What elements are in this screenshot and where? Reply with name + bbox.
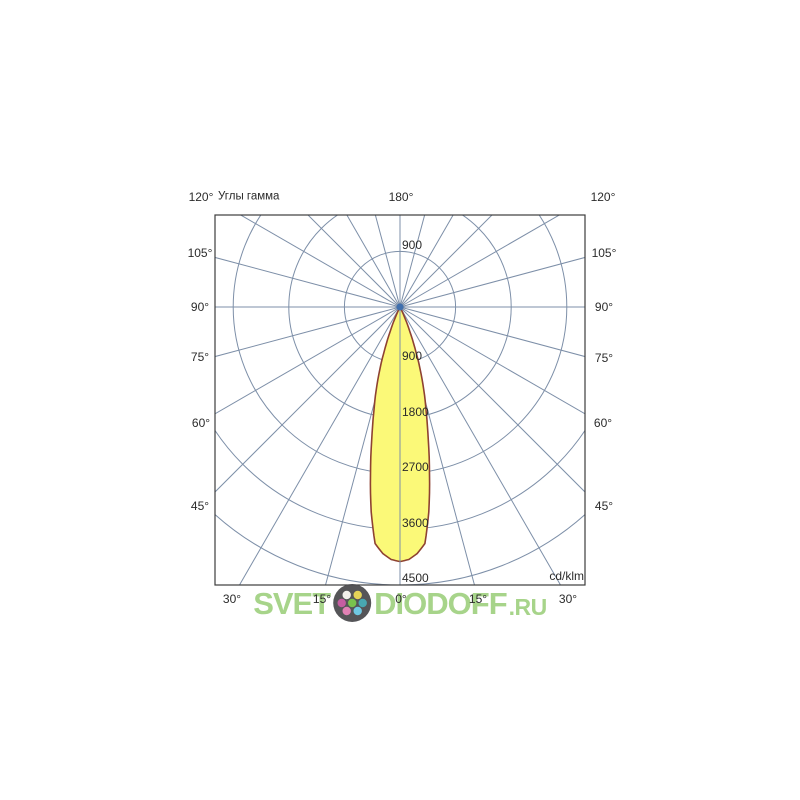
watermark-logo-icon [332, 583, 372, 623]
watermark-text-ru: .RU [508, 594, 548, 620]
watermark-text-diodoff: DIODOFF [374, 585, 507, 621]
chart-frame [214, 214, 586, 586]
watermark: SVET DIODOFF .RU [253, 583, 547, 623]
polar-center-dot [396, 303, 404, 311]
watermark-text-svet: SVET [253, 585, 331, 621]
